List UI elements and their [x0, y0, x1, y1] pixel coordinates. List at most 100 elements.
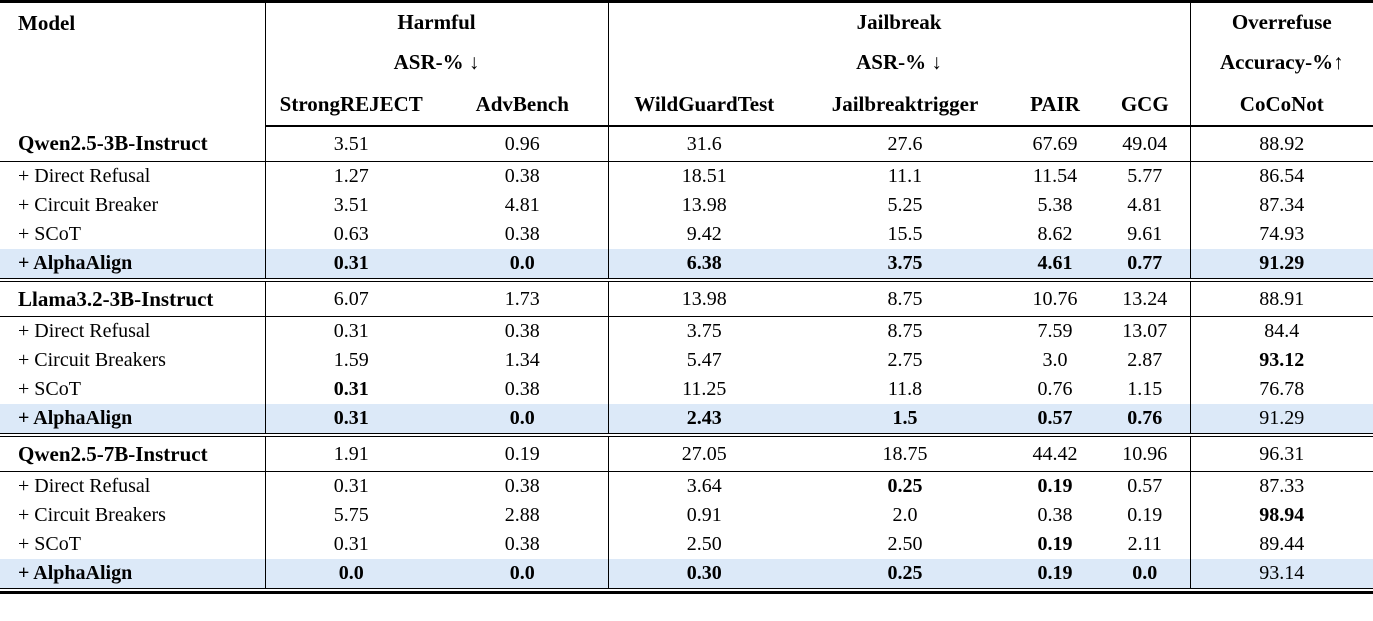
- header-benchmark-row: StrongREJECT AdvBench WildGuardTest Jail…: [0, 83, 1373, 127]
- value-cell: 13.98: [607, 278, 800, 317]
- value-cell: 4.61: [1010, 249, 1100, 280]
- value-cell: 98.94: [1189, 501, 1373, 530]
- value-cell: 1.91: [264, 433, 437, 472]
- value-cell: 0.0: [437, 404, 608, 435]
- value-cell: 0.77: [1100, 249, 1191, 280]
- bottom-rule: [0, 591, 1373, 594]
- column-header-wildguardtest: WildGuardTest: [607, 83, 800, 127]
- group-header-overrefuse: Overrefuse: [1189, 1, 1373, 43]
- value-cell: 88.91: [1189, 278, 1373, 317]
- group-header-jailbreak-label: Jailbreak: [622, 3, 1176, 43]
- value-cell: 0.0: [437, 249, 608, 280]
- value-cell: 1.15: [1127, 378, 1163, 400]
- value-cell: 0.31: [264, 530, 437, 559]
- value-cell: 87.34: [1189, 191, 1373, 220]
- value-cell: 91.29: [1189, 404, 1373, 435]
- value-cell: 0.30: [607, 559, 800, 589]
- value-cell: 1.34: [504, 349, 540, 371]
- model-cell: + Direct Refusal: [0, 471, 265, 501]
- model-cell: + SCoT: [18, 533, 81, 555]
- table-row: + Circuit Breakers 1.59 1.34 5.47 2.75 3.0 2.8…: [0, 346, 1373, 375]
- header-group-row: Model Harmful Jailbreak Overrefuse: [0, 1, 1373, 43]
- value-cell: 2.88: [504, 504, 540, 526]
- value-cell: 1.73: [437, 278, 608, 317]
- value-cell: 0.31: [264, 375, 437, 404]
- model-cell: + Circuit Breakers: [18, 349, 166, 371]
- value-cell: 0.76: [1037, 378, 1073, 400]
- table-row: + SCoT 0.31 0.38 2.50 2.50 0.19 2.11 89.44: [0, 530, 1373, 559]
- model-cell: + AlphaAlign: [0, 404, 265, 435]
- value-cell: 44.42: [1010, 433, 1100, 472]
- value-cell: 0.19: [1010, 559, 1100, 589]
- value-cell: 0.31: [264, 404, 437, 435]
- model-cell: + Direct Refusal: [0, 316, 265, 346]
- column-header-strongreject: StrongREJECT: [264, 83, 437, 127]
- value-cell: 0.96: [504, 132, 540, 155]
- header-metric-row: ASR-% ↓ ASR-% ↓ Accuracy-%↑: [0, 43, 1373, 83]
- table-row: + Direct Refusal 1.27 0.38 18.51 11.1 11.54 5.…: [0, 161, 1373, 191]
- group-header-jailbreak: Jailbreak: [607, 1, 1191, 43]
- model-cell: + Circuit Breakers: [18, 504, 166, 526]
- value-cell: 87.33: [1189, 471, 1373, 501]
- model-cell: + AlphaAlign: [0, 559, 265, 589]
- value-cell: 0.19: [1010, 471, 1100, 501]
- value-cell: 9.61: [1127, 223, 1163, 245]
- metric-header-overrefuse: Accuracy-%↑: [1189, 43, 1373, 83]
- table-row: + Circuit Breakers 5.75 2.88 0.91 2.0 0.38 0.1…: [0, 501, 1373, 530]
- table-row: Qwen2.5-7B-Instruct 1.91 0.19 27.05 18.75 44.…: [0, 433, 1373, 472]
- column-header-coconot: CoCoNot: [1189, 83, 1373, 127]
- value-cell: 11.25: [607, 375, 800, 404]
- value-cell: 1.59: [264, 346, 437, 375]
- metric-header-harmful-label: ASR-% ↓: [279, 43, 594, 83]
- value-cell: 76.78: [1189, 375, 1373, 404]
- column-header-model: Model: [18, 11, 76, 35]
- value-cell: 0.25: [800, 471, 1010, 501]
- value-cell: 7.59: [1010, 316, 1100, 346]
- group-header-overrefuse-label: Overrefuse: [1204, 3, 1360, 43]
- table-row: + SCoT 0.31 0.38 11.25 11.8 0.76 1.15 76.78: [0, 375, 1373, 404]
- value-cell: 93.14: [1189, 559, 1373, 589]
- value-cell: 18.75: [800, 433, 1010, 472]
- value-cell: 84.4: [1189, 316, 1373, 346]
- value-cell: 2.11: [1127, 533, 1162, 555]
- value-cell: 74.93: [1189, 220, 1373, 249]
- table-row: Llama3.2-3B-Instruct 6.07 1.73 13.98 8.75 10.…: [0, 278, 1373, 317]
- value-cell: 13.24: [1100, 278, 1191, 317]
- value-cell: 13.98: [607, 191, 800, 220]
- results-table: Model Harmful Jailbreak Overrefuse ASR-%…: [0, 0, 1373, 589]
- metric-header-jailbreak-label: ASR-% ↓: [622, 43, 1176, 83]
- value-cell: 0.38: [1037, 504, 1073, 526]
- value-cell: 3.64: [607, 471, 800, 501]
- value-cell: 0.38: [504, 223, 540, 245]
- value-cell: 5.77: [1100, 161, 1191, 191]
- group-header-harmful-label: Harmful: [279, 3, 594, 43]
- value-cell: 0.19: [437, 433, 608, 472]
- metric-header-overrefuse-label: Accuracy-%↑: [1204, 43, 1360, 83]
- value-cell: 3.0: [1042, 349, 1068, 371]
- value-cell: 18.51: [607, 161, 800, 191]
- model-cell: Llama3.2-3B-Instruct: [0, 278, 265, 317]
- value-cell: 1.27: [264, 161, 437, 191]
- value-cell: 5.75: [264, 501, 437, 530]
- column-header-jailbreaktrigger: Jailbreaktrigger: [800, 83, 1010, 127]
- column-header-gcg: GCG: [1100, 83, 1191, 127]
- value-cell: 8.75: [800, 316, 1010, 346]
- table-row: + SCoT 0.63 0.38 9.42 15.5 8.62 9.61 74.93: [0, 220, 1373, 249]
- value-cell: 2.87: [1127, 349, 1163, 371]
- value-cell: 0.38: [437, 471, 608, 501]
- value-cell: 8.62: [1037, 223, 1073, 245]
- results-table-header: Model Harmful Jailbreak Overrefuse ASR-%…: [0, 1, 1373, 127]
- value-cell: 93.12: [1189, 346, 1373, 375]
- value-cell: 2.50: [607, 530, 800, 559]
- value-cell: 0.31: [264, 471, 437, 501]
- value-cell: 4.81: [1127, 194, 1163, 216]
- table-row: Qwen2.5-3B-Instruct 3.51 0.96 31.6 27.6 67.69…: [0, 126, 1373, 162]
- value-cell: 11.1: [800, 161, 1010, 191]
- value-cell: 0.38: [437, 161, 608, 191]
- value-cell: 11.8: [887, 378, 923, 400]
- value-cell: 0.31: [264, 249, 437, 280]
- value-cell: 15.5: [887, 223, 923, 245]
- value-cell: 0.38: [437, 316, 608, 346]
- value-cell: 9.42: [607, 220, 800, 249]
